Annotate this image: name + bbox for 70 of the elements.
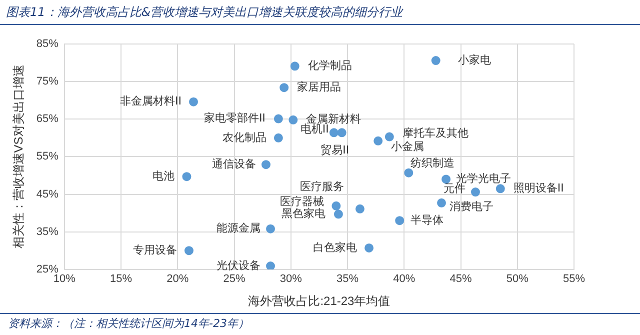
point xyxy=(337,128,346,138)
x-tick-label: 25% xyxy=(223,273,246,286)
point xyxy=(384,132,394,142)
point xyxy=(442,174,451,184)
annotation: 半导体 xyxy=(410,213,444,226)
annotation: 摩托车及其他 xyxy=(402,126,468,140)
chart-title: 图表11：海外营收高占比&营收增速与对美出口增速关联度较高的细分行业 xyxy=(6,4,403,21)
point xyxy=(334,210,343,219)
annotation: 纺织制造 xyxy=(410,156,455,170)
point xyxy=(288,115,298,124)
annotation: 家电零部件II xyxy=(204,112,266,125)
point xyxy=(274,133,283,142)
y-tick-label: 55% xyxy=(36,150,59,163)
y-tick-label: 75% xyxy=(36,76,59,88)
annotation: 电机II xyxy=(300,122,329,136)
point xyxy=(182,172,192,182)
point xyxy=(395,216,404,226)
annotation: 小金属 xyxy=(391,140,424,153)
point xyxy=(274,114,283,124)
point xyxy=(404,168,414,178)
point xyxy=(364,243,374,252)
annotation: 贸易II xyxy=(320,144,350,157)
annotation: 医疗器械 xyxy=(280,194,324,208)
point xyxy=(332,201,341,210)
annotation: 小家电 xyxy=(458,53,491,66)
x-tick-label: 15% xyxy=(110,273,132,286)
point xyxy=(266,262,276,270)
annotation: 通信设备 xyxy=(212,157,256,170)
y-tick-label: 45% xyxy=(36,188,59,200)
point xyxy=(437,198,446,208)
point xyxy=(431,56,440,66)
annotation: 能源金属 xyxy=(216,222,261,235)
point xyxy=(470,188,480,197)
x-tick-label: 45% xyxy=(450,273,472,286)
annotation: 黑色家电 xyxy=(281,207,326,220)
annotation: 照明设备II xyxy=(513,181,564,194)
x-tick-label: 40% xyxy=(393,273,416,286)
annotation: 家居用品 xyxy=(297,80,342,94)
y-tick-label: 25% xyxy=(36,263,59,276)
point xyxy=(496,184,505,194)
point xyxy=(280,83,289,92)
x-tick-label: 20% xyxy=(166,273,189,286)
annotation: 农化制品 xyxy=(222,130,266,144)
annotation: 化学制品 xyxy=(308,59,352,72)
x-tick-label: 50% xyxy=(506,273,529,286)
text: 资料来源：（注：相关性统计区间为14年-23年） xyxy=(8,316,249,331)
y-axis-title: 相关性：营收增速VS对美出口增速 xyxy=(12,64,26,249)
x-tick-label: 30% xyxy=(280,273,302,286)
annotation: 光伏设备 xyxy=(216,258,261,272)
x-tick-label: 10% xyxy=(53,273,76,286)
point xyxy=(184,246,194,256)
y-tick-label: 35% xyxy=(36,226,59,238)
annotation: 专用设备 xyxy=(132,243,177,256)
point xyxy=(290,62,300,71)
x-axis-title: 海外营收占比:21-23年均值 xyxy=(248,294,390,308)
y-tick-label: 65% xyxy=(36,113,59,126)
annotation: 白色家电 xyxy=(313,240,358,254)
annotation: 医疗服务 xyxy=(300,180,344,193)
annotation: 电池 xyxy=(152,169,175,182)
point xyxy=(374,136,383,146)
point xyxy=(261,160,270,170)
x-tick-label: 55% xyxy=(562,273,586,286)
point xyxy=(329,128,338,138)
annotation: 消费电子 xyxy=(450,200,494,213)
point xyxy=(266,224,276,234)
point xyxy=(189,97,198,106)
y-tick-label: 85% xyxy=(36,38,59,50)
annotation: 非金属材料II xyxy=(120,94,182,108)
point xyxy=(355,204,364,214)
x-tick-label: 35% xyxy=(336,273,359,286)
